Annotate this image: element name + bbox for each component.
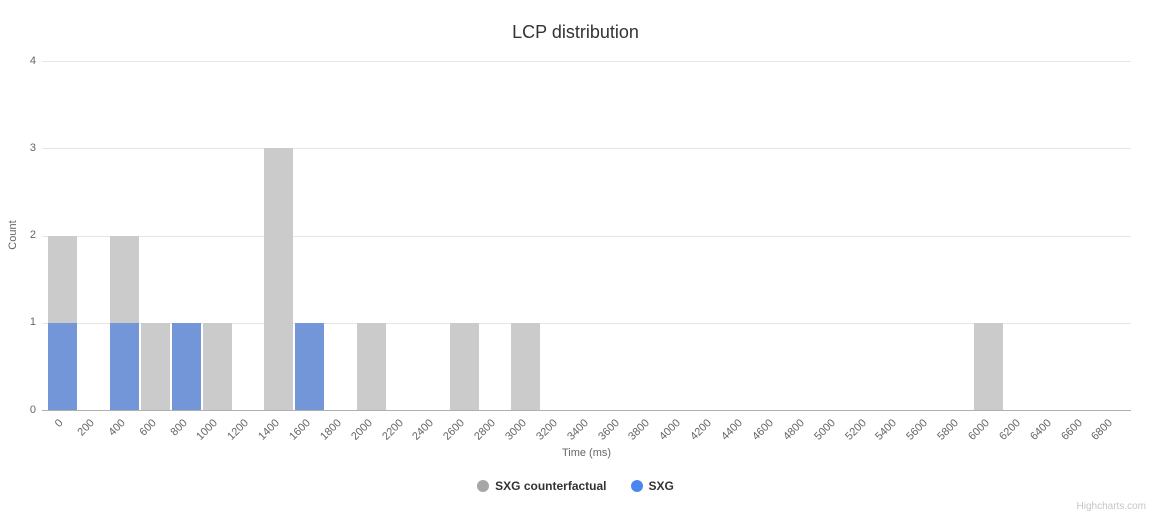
x-axis-label-1600: 1600 (287, 417, 313, 443)
x-axis-label-1200: 1200 (225, 417, 252, 443)
x-axis-label-5200: 5200 (842, 417, 869, 443)
y-axis-label-1: 1 (29, 316, 36, 329)
y-axis-label-0: 0 (29, 403, 36, 416)
bar-sxg-counterfactual-6000[interactable] (974, 322, 1004, 411)
bar-sxg-counterfactual-600[interactable] (140, 322, 170, 411)
legend-label: SXG (648, 479, 674, 493)
highcharts-credits-link[interactable]: Highcharts.com (1076, 501, 1146, 512)
y-axis-title: Count (7, 220, 19, 250)
chart-title: LCP distribution (512, 22, 639, 42)
bar-sxg-800[interactable] (171, 322, 201, 411)
x-axis-label-4800: 4800 (780, 417, 807, 443)
legend-item-sxg[interactable]: SXG (630, 479, 674, 493)
x-axis-label-2600: 2600 (441, 417, 468, 443)
x-axis-title: Time (ms) (561, 447, 612, 459)
bar-sxg-counterfactual-3000[interactable] (511, 322, 541, 411)
x-axis-label-600: 600 (137, 417, 159, 439)
x-axis-label-3000: 3000 (503, 417, 529, 443)
legend: SXG counterfactual SXG (0, 479, 1151, 493)
legend-marker-icon (477, 480, 490, 492)
bar-sxg-counterfactual-2000[interactable] (356, 322, 386, 411)
gridline-y-4 (42, 61, 1131, 62)
bar-sxg-400[interactable] (110, 322, 139, 411)
legend-item-sxg-counterfactual[interactable]: SXG counterfactual (477, 479, 607, 493)
x-axis-label-1400: 1400 (256, 417, 283, 443)
y-axis-label-4: 4 (29, 54, 36, 67)
y-axis-label-2: 2 (29, 229, 36, 241)
legend-label: SXG counterfactual (495, 479, 607, 493)
bar-sxg-0[interactable] (48, 322, 78, 411)
x-axis-label-6200: 6200 (996, 417, 1023, 443)
bar-sxg-counterfactual-1400[interactable] (264, 148, 294, 411)
x-axis-label-6000: 6000 (966, 417, 992, 443)
x-axis-label-2000: 2000 (348, 417, 375, 443)
x-axis-label-1000: 1000 (194, 417, 221, 443)
x-axis-label-200: 200 (75, 417, 97, 439)
x-axis-label-4400: 4400 (719, 417, 745, 443)
x-axis-label-1800: 1800 (317, 417, 344, 443)
x-axis-label-5800: 5800 (935, 417, 961, 443)
x-axis-label-2200: 2200 (379, 417, 406, 443)
gridline-y-1 (42, 322, 1131, 324)
x-axis-line (42, 410, 1131, 411)
bar-sxg-1600[interactable] (295, 322, 325, 411)
x-axis-label-2400: 2400 (410, 417, 437, 443)
x-axis-label-3600: 3600 (595, 417, 622, 443)
bar-sxg-counterfactual-2600[interactable] (449, 322, 479, 411)
legend-marker-icon (630, 480, 643, 492)
x-axis-label-6600: 6600 (1058, 417, 1085, 443)
x-axis-label-3400: 3400 (564, 417, 591, 443)
bar-sxg-counterfactual-1000[interactable] (202, 322, 232, 411)
x-axis-label-4600: 4600 (750, 417, 776, 443)
gridline-y-3 (42, 148, 1131, 150)
x-axis-label-3800: 3800 (626, 417, 653, 443)
x-axis-label-3200: 3200 (534, 417, 560, 443)
x-axis-label-6800: 6800 (1089, 417, 1116, 443)
x-axis-label-5400: 5400 (873, 417, 900, 443)
y-axis-label-3: 3 (29, 141, 36, 154)
x-axis-label-5000: 5000 (811, 417, 838, 443)
x-axis-label-6400: 6400 (1027, 417, 1054, 443)
x-axis-label-0: 0 (53, 417, 67, 430)
x-axis-label-5600: 5600 (904, 417, 931, 443)
x-axis-label-2800: 2800 (472, 417, 499, 443)
x-axis-label-4000: 4000 (657, 417, 684, 443)
x-axis-label-800: 800 (168, 417, 190, 439)
gridline-y-2 (42, 235, 1131, 237)
x-axis-label-400: 400 (106, 417, 128, 439)
x-axis-label-4200: 4200 (688, 417, 715, 443)
